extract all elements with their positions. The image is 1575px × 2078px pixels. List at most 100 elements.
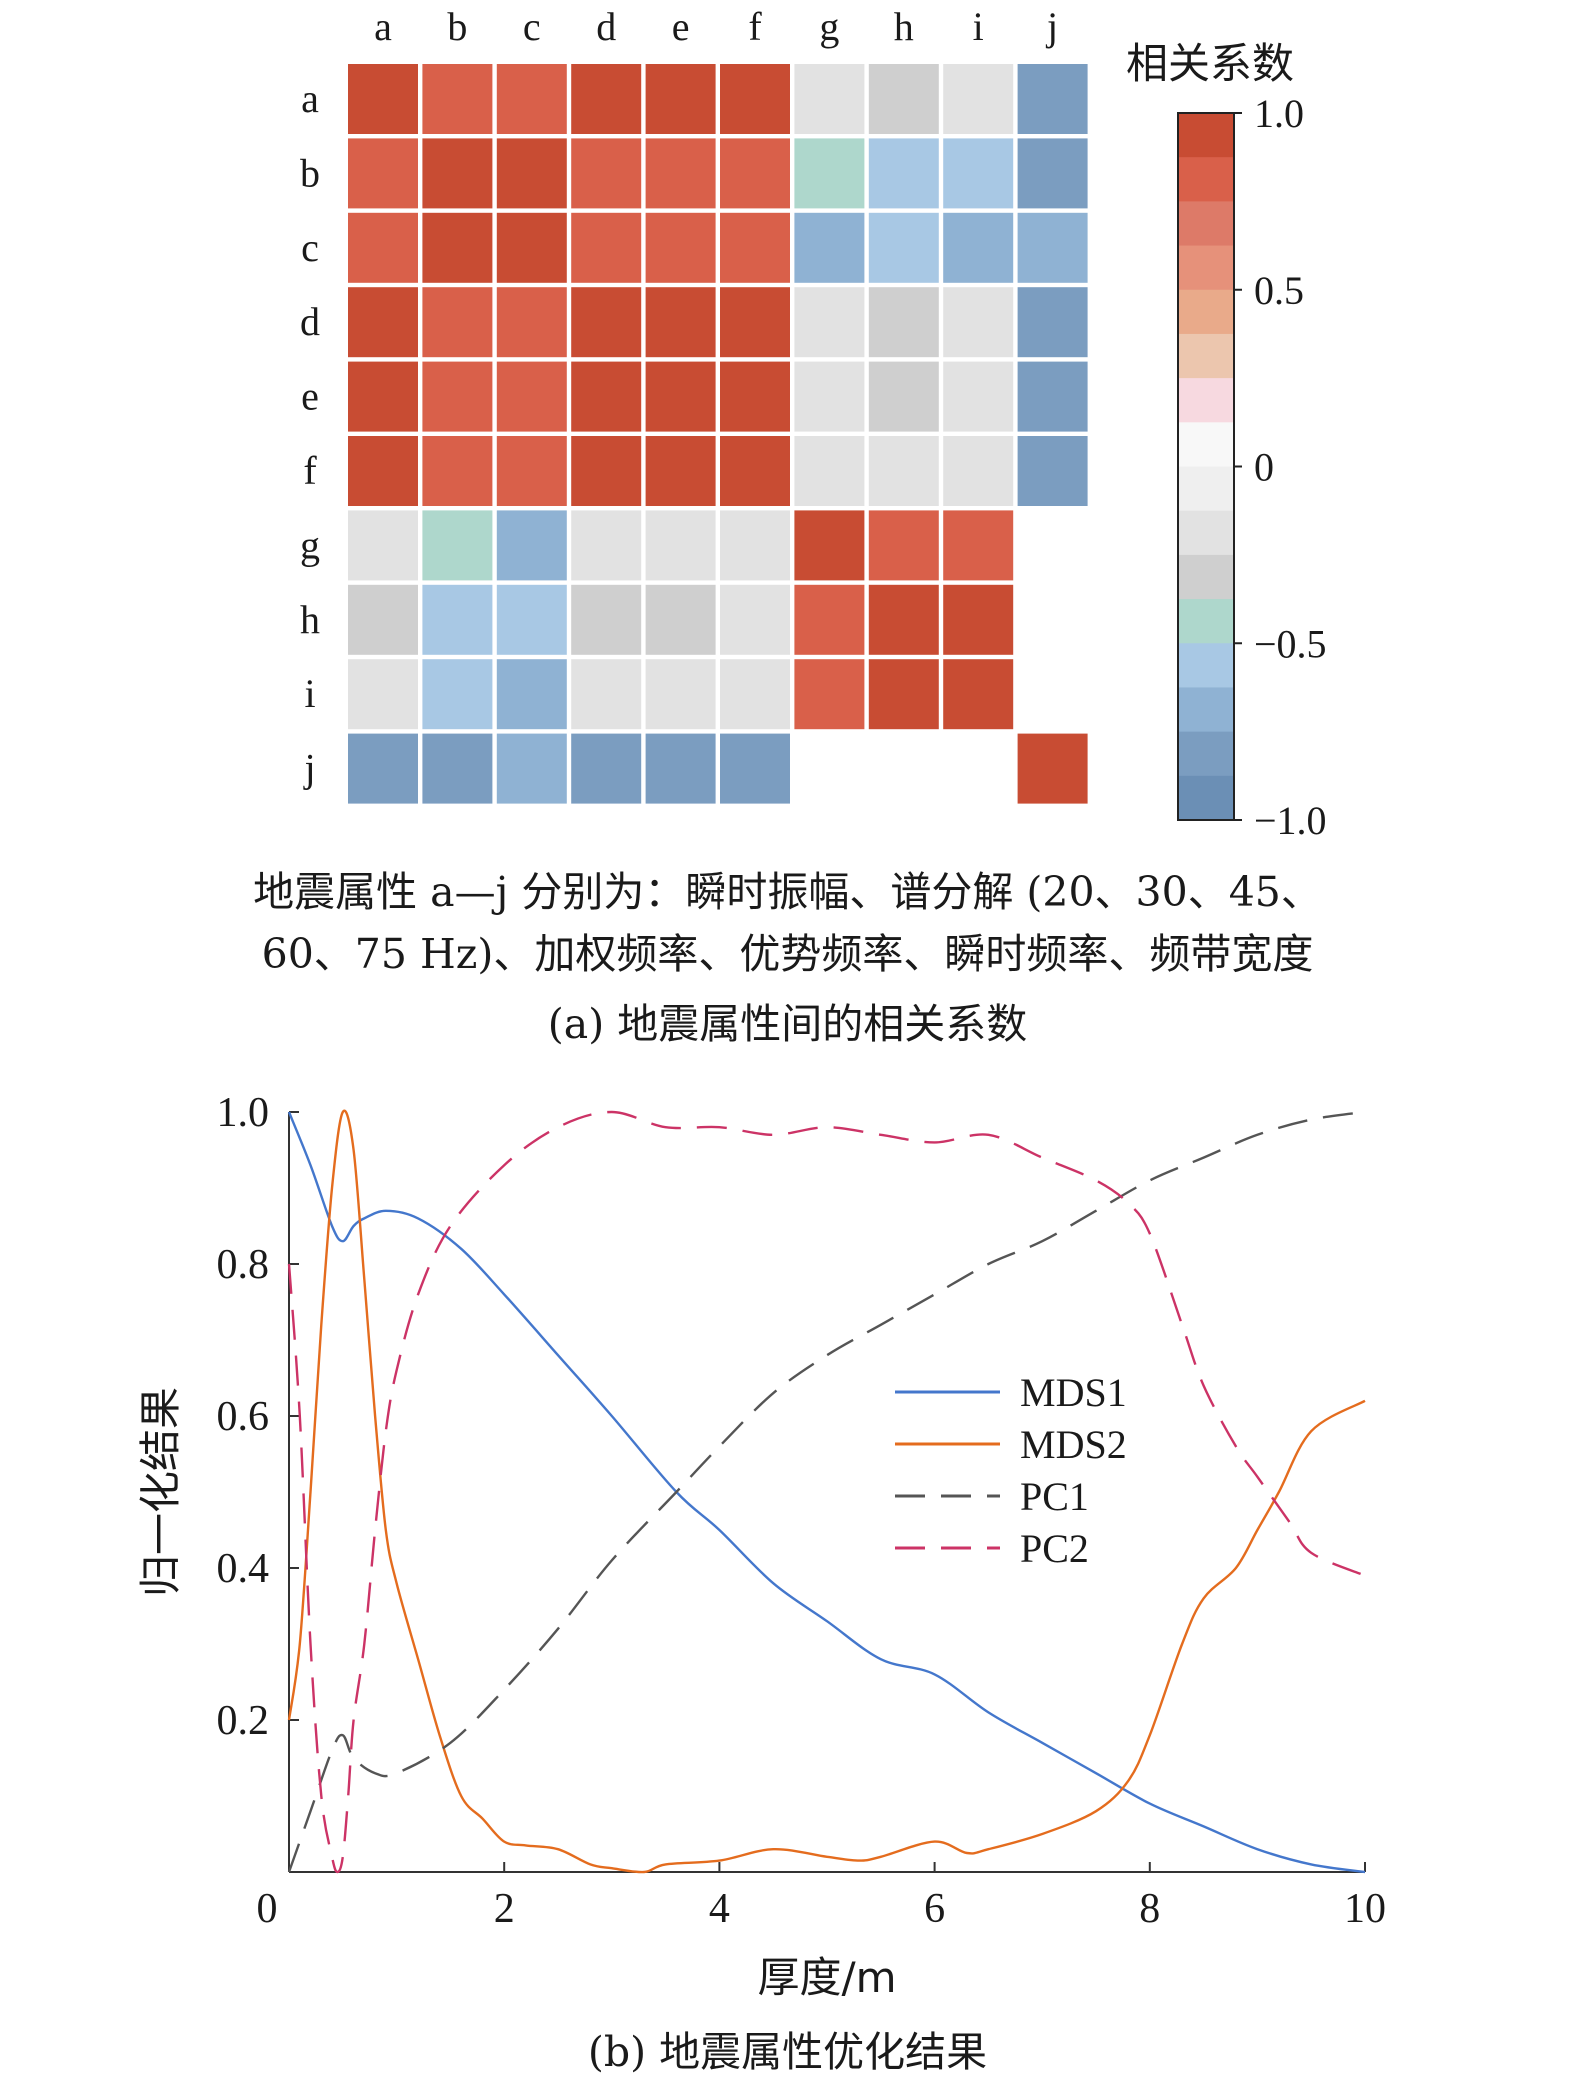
x-tick-label: 2 [494,1886,515,1932]
colorbar-segment [1178,245,1234,291]
heatmap-cell-c-e [645,212,716,283]
heatmap-cell-d-g [794,287,865,358]
heatmap-cell-e-c [496,361,567,432]
heatmap-cell-a-h [868,64,939,134]
colorbar-title: 相关系数 [1126,39,1294,88]
row-label-e: e [301,374,319,419]
heatmap-cell-j-b [422,733,493,804]
heatmap-cell-g-a [348,510,418,581]
column-label-j: j [1045,4,1058,49]
heatmap-cell-e-b [422,361,493,432]
x-axis-label: 厚度/m [757,1953,896,2002]
heatmap-cell-a-e [645,64,716,134]
caption-a: (a) 地震属性间的相关系数 [547,1000,1028,1048]
heatmap-cell-h-b [422,584,493,655]
heatmap-cell-h-h [868,584,939,655]
heatmap-cell-c-j [1017,212,1088,283]
heatmap-cell-e-h [868,361,939,432]
x-tick-label: 0 [257,1886,278,1932]
heatmap-cell-i-g [794,659,865,730]
heatmap-cell-b-e [645,138,716,209]
heatmap-cell-b-d [571,138,642,209]
colorbar-segment [1178,775,1234,821]
heatmap-cell-e-j [1017,361,1088,432]
heatmap-cell-i-c [496,659,567,730]
row-label-i: i [304,671,315,716]
heatmap-cell-i-d [571,659,642,730]
attribute-note-line-1: 地震属性 a—j 分别为：瞬时振幅、谱分解 (20、30、45、 [253,868,1322,916]
heatmap-cell-f-c [496,436,567,506]
heatmap-cell-c-b [422,212,493,283]
heatmap-cell-a-d [571,64,642,134]
heatmap-cell-h-i [943,584,1014,655]
colorbar-ticks: 1.0 0.5 0 −0.5 −1.0 [1234,91,1327,840]
x-tick-label: 10 [1344,1886,1386,1932]
legend-label-mds1: MDS1 [1020,1370,1127,1415]
colorbar-segment [1178,333,1234,379]
colorbar-tick-label: 0 [1254,445,1274,490]
heatmap-cell-j-a [348,733,418,804]
series-line-mds2 [287,1109,1366,1874]
heatmap-cell-f-h [868,436,939,506]
heatmap-cell-g-b [422,510,493,581]
legend-label-pc2: PC2 [1020,1526,1089,1571]
heatmap-cell-h-f [720,584,790,655]
heatmap-cell-a-j [1017,64,1088,134]
row-label-b: b [300,150,320,195]
heatmap-cell-a-g [794,64,865,134]
heatmap-cell-h-a [348,584,418,655]
y-axis-label: 归一化结果 [136,1387,185,1597]
heatmap-cell-i-i [943,659,1014,730]
legend-label-pc1: PC1 [1020,1474,1089,1519]
heatmap-cell-c-c [496,212,567,283]
heatmap-cell-b-a [348,138,418,209]
colorbar-segment [1178,201,1234,247]
heatmap-cell-g-f [720,510,790,581]
row-label-j: j [302,746,315,791]
heatmap-cell-i-e [645,659,716,730]
heatmap-cell-c-h [868,212,939,283]
column-label-i: i [973,4,984,49]
heatmap-cells [348,64,1088,804]
column-label-d: d [596,4,616,49]
heatmap-cell-c-f [720,212,790,283]
heatmap-column-labels: a b c d e f g h i j [374,4,1058,49]
heatmap-cell-j-d [571,733,642,804]
heatmap-cell-c-i [943,212,1014,283]
column-label-c: c [523,4,541,49]
series-line-pc2 [287,1110,1366,1874]
row-label-h: h [300,597,320,642]
colorbar-tick-label: −1.0 [1254,798,1327,840]
heatmap-cell-a-c [496,64,567,134]
heatmap-cell-c-d [571,212,642,283]
heatmap-cell-c-a [348,212,418,283]
heatmap-cell-e-g [794,361,865,432]
colorbar-segment [1178,687,1234,733]
colorbar-segment [1178,731,1234,777]
heatmap-cell-h-d [571,584,642,655]
heatmap-cell-d-b [422,287,493,358]
y-tick-label: 1.0 [217,1090,270,1136]
legend-label-mds2: MDS2 [1020,1422,1127,1467]
heatmap-cell-f-b [422,436,493,506]
heatmap-cell-h-g [794,584,865,655]
heatmap-cell-e-f [720,361,790,432]
heatmap-cell-d-i [943,287,1014,358]
heatmap-cell-b-c [496,138,567,209]
colorbar-segment [1178,466,1234,512]
heatmap-cell-f-e [645,436,716,506]
heatmap-cell-i-h [868,659,939,730]
colorbar-segment [1178,113,1234,158]
colorbar [1177,112,1235,821]
heatmap-cell-j-c [496,733,567,804]
colorbar-segment [1178,378,1234,423]
heatmap-cell-b-g [794,138,865,209]
heatmap-cell-j-j [1017,733,1088,804]
heatmap-cell-e-a [348,361,418,432]
heatmap-cell-i-f [720,659,790,730]
caption-b: (b) 地震属性优化结果 [587,2028,988,2076]
colorbar-segment [1178,422,1234,468]
heatmap-cell-b-i [943,138,1014,209]
y-tick-label: 0.6 [217,1394,270,1440]
